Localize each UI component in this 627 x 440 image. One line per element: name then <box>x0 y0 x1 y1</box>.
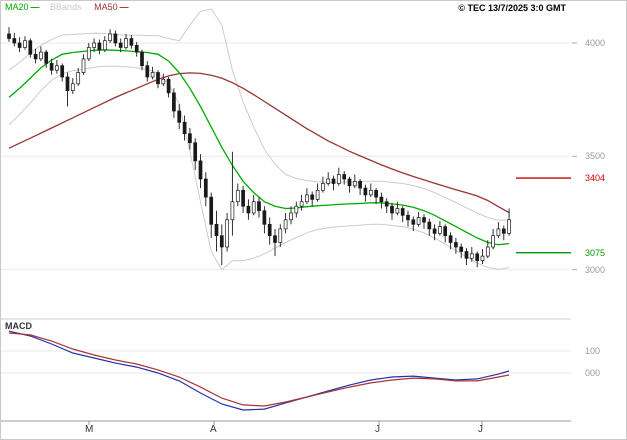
legend-ma20-line-icon: — <box>30 2 40 12</box>
month-label-3: J <box>478 424 483 435</box>
legend-bbands-label: BBands <box>50 2 82 12</box>
level-label-0: 3404 <box>585 173 606 184</box>
month-label-0: M <box>85 424 94 435</box>
legend-item-2: MA50— <box>94 2 129 12</box>
candlesticks <box>7 27 511 268</box>
legend-ma50-line-icon: — <box>119 2 129 12</box>
price-tick-2: 3000 <box>585 264 606 275</box>
legend-ma20-label: MA20 <box>5 2 29 12</box>
price-tick-0: 4000 <box>585 38 606 48</box>
macd-tick-1: 000 <box>585 368 601 378</box>
legend-item-0: MA20— <box>5 2 40 12</box>
copyright-text: © TEC 13/7/2025 3:0 GMT <box>458 3 566 13</box>
month-label-1: A <box>210 424 217 435</box>
level-label-1: 3075 <box>585 247 606 258</box>
macd-panel-label: MACD <box>5 321 32 331</box>
macd-tick-0: 100 <box>585 346 601 356</box>
month-label-2: J <box>375 424 380 435</box>
legend-ma50-label: MA50 <box>94 2 118 12</box>
legend-item-1: BBands <box>50 2 84 12</box>
price-tick-1: 3500 <box>585 151 606 162</box>
chart-legend: MA20— BBands MA50— <box>5 2 137 13</box>
